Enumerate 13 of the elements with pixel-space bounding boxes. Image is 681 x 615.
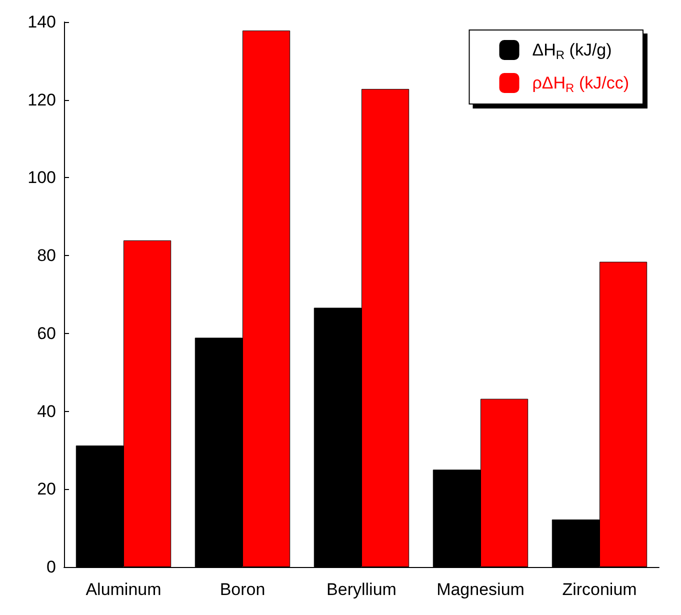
y-tick-label: 20 [37, 480, 56, 499]
x-tick-label: Zirconium [562, 580, 637, 599]
y-tick-label: 100 [28, 168, 56, 188]
y-tick-label: 80 [37, 246, 56, 266]
y-tick-label: 40 [37, 402, 56, 421]
x-tick-label: Magnesium [436, 580, 524, 599]
x-tick-label: Beryllium [326, 580, 396, 599]
y-tick-label: 140 [28, 12, 56, 32]
y-tick-label: 60 [37, 324, 56, 343]
y-tick-label: 0 [46, 558, 56, 576]
y-tick-label: 120 [28, 90, 56, 110]
x-tick-label: Boron [220, 580, 266, 599]
x-tick-label: Aluminum [86, 580, 162, 599]
